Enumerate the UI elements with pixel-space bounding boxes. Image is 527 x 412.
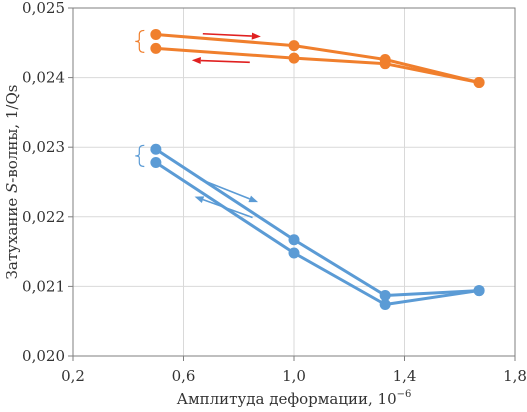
direction-arrow-3 — [202, 198, 253, 219]
series-1-point — [288, 52, 300, 64]
y-tick-label: 0,024 — [22, 69, 65, 87]
direction-arrow-head-1 — [191, 57, 201, 65]
y-tick-label: 0,022 — [22, 208, 65, 226]
series-layer — [150, 28, 485, 310]
series-3-line — [155, 161, 480, 306]
direction-arrow-head-0 — [251, 32, 261, 40]
y-axis-title-post: -волны, 1/Qs — [3, 85, 21, 183]
y-axis-title-italic: S — [3, 183, 21, 193]
series-1-point — [150, 42, 162, 54]
y-tick-label: 0,023 — [22, 138, 65, 156]
series-0-line — [155, 32, 480, 84]
direction-arrow-head-2 — [248, 195, 259, 203]
series-3-point — [288, 247, 300, 259]
grouping-brace-5 — [135, 144, 145, 168]
x-tick-label: 1,4 — [393, 367, 417, 385]
series-2-line — [155, 148, 480, 297]
x-tick-label: 0,2 — [61, 367, 85, 385]
y-axis-title-pre: Затухание — [3, 193, 21, 279]
x-tick-label: 1,0 — [282, 367, 306, 385]
y-tick-label: 0,020 — [22, 347, 65, 365]
series-2-point — [379, 289, 391, 301]
series-1-line — [155, 46, 480, 84]
x-axis-ticks: 0,2 0,6 1,0 1,4 1,8 — [61, 356, 527, 385]
series-2-point — [288, 234, 300, 246]
series-3-point — [150, 157, 162, 169]
y-tick-label: 0,021 — [22, 277, 65, 295]
series-3-point — [473, 285, 485, 297]
series-0-point — [150, 28, 162, 40]
direction-arrow-2 — [199, 178, 251, 200]
x-tick-label: 0,6 — [172, 367, 196, 385]
y-axis-ticks: 0,020 0,021 0,022 0,023 0,024 0,025 — [22, 0, 73, 365]
series-2-point — [150, 143, 162, 155]
series-3-point — [379, 298, 391, 310]
series-1-point — [379, 58, 391, 70]
annotations-layer — [135, 29, 261, 219]
x-tick-label: 1,8 — [503, 367, 527, 385]
direction-arrow-head-3 — [194, 196, 205, 203]
direction-arrow-0 — [202, 32, 252, 37]
series-0-point — [288, 40, 300, 52]
x-axis-title-main: Амплитуда деформации, 10 — [177, 390, 397, 408]
grouping-brace-4 — [135, 29, 145, 53]
x-axis-title: Амплитуда деформации, 10−6 — [177, 389, 412, 408]
y-tick-label: 0,025 — [22, 0, 65, 17]
series-1-point — [473, 76, 485, 88]
y-axis-title: Затухание S-волны, 1/Qs — [3, 85, 21, 280]
x-axis-title-exponent: −6 — [397, 389, 412, 400]
direction-arrow-1 — [200, 59, 250, 64]
